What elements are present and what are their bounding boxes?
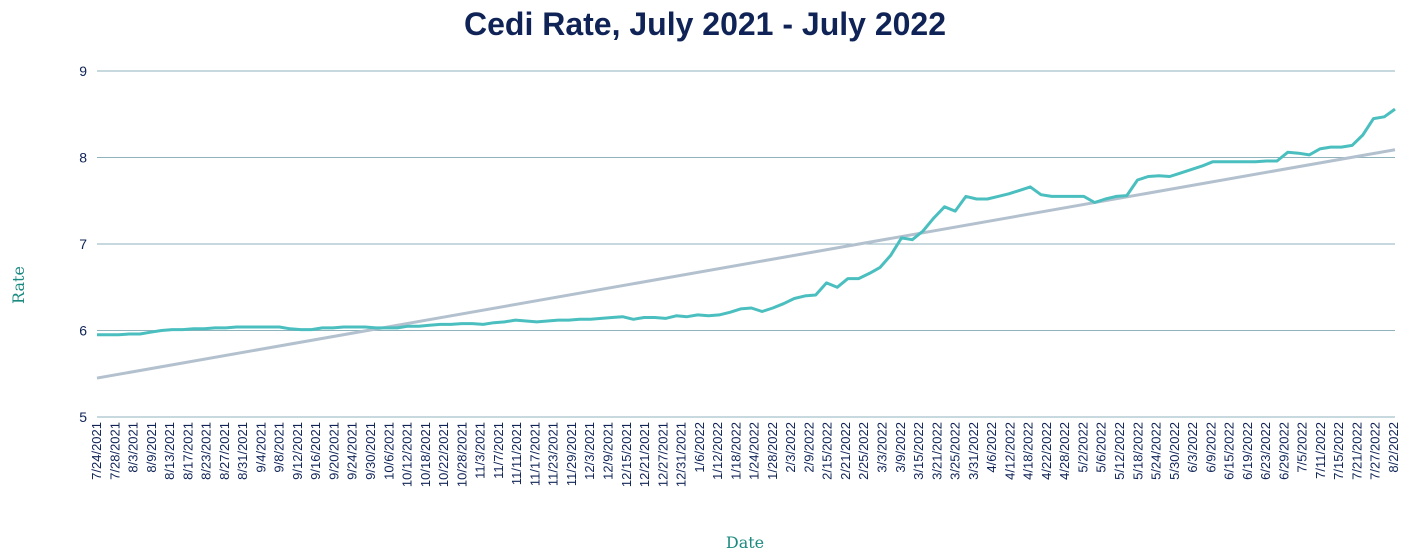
x-tick-label: 9/20/2021 xyxy=(326,422,341,480)
x-tick-label: 9/16/2021 xyxy=(308,422,323,480)
x-tick-label: 5/24/2022 xyxy=(1149,422,1164,480)
chart-title: Cedi Rate, July 2021 - July 2022 xyxy=(463,6,947,42)
y-tick-label: 8 xyxy=(79,150,87,166)
x-tick-label: 2/9/2022 xyxy=(801,422,816,473)
x-tick-label: 1/28/2022 xyxy=(765,422,780,480)
x-tick-label: 2/3/2022 xyxy=(783,422,798,473)
x-tick-label: 11/17/2021 xyxy=(527,422,542,486)
x-tick-label: 4/28/2022 xyxy=(1057,422,1072,480)
x-tick-label: 7/5/2022 xyxy=(1295,422,1310,473)
x-tick-label: 12/31/2021 xyxy=(674,422,689,487)
x-tick-label: 10/28/2021 xyxy=(454,422,469,487)
x-tick-label: 5/6/2022 xyxy=(1094,422,1109,473)
x-tick-label: 7/11/2022 xyxy=(1313,422,1328,479)
x-tick-label: 9/4/2021 xyxy=(253,422,268,473)
x-tick-label: 6/29/2022 xyxy=(1276,422,1291,480)
x-tick-label: 1/24/2022 xyxy=(747,422,762,480)
x-tick-label: 4/12/2022 xyxy=(1002,422,1017,480)
x-tick-label: 8/3/2021 xyxy=(126,422,141,473)
x-tick-label: 8/17/2021 xyxy=(180,422,195,480)
x-tick-label: 3/15/2022 xyxy=(911,422,926,480)
x-tick-label: 3/21/2022 xyxy=(929,422,944,480)
x-tick-label: 1/6/2022 xyxy=(692,422,707,473)
x-tick-label: 9/30/2021 xyxy=(363,422,378,480)
y-tick-labels: 5 6 7 8 9 xyxy=(79,63,87,425)
gridlines xyxy=(97,70,1395,418)
x-tick-label: 5/30/2022 xyxy=(1167,422,1182,480)
y-tick-label: 5 xyxy=(79,409,87,425)
y-tick-label: 6 xyxy=(79,323,87,339)
x-tick-label: 1/12/2022 xyxy=(710,422,725,480)
x-tick-label: 3/31/2022 xyxy=(966,422,981,480)
x-tick-label: 9/24/2021 xyxy=(345,422,360,480)
y-tick-label: 7 xyxy=(79,236,87,252)
x-tick-label: 3/9/2022 xyxy=(893,422,908,473)
x-tick-label: 10/22/2021 xyxy=(436,422,451,487)
x-tick-label: 3/3/2022 xyxy=(875,422,890,473)
x-tick-label: 12/9/2021 xyxy=(600,422,615,480)
x-tick-label: 8/27/2021 xyxy=(217,422,232,480)
x-tick-label: 7/15/2022 xyxy=(1331,422,1346,480)
x-tick-label: 12/27/2021 xyxy=(655,422,670,487)
x-tick-label: 7/28/2021 xyxy=(107,422,122,480)
x-tick-label: 4/6/2022 xyxy=(984,422,999,473)
x-tick-label: 10/12/2021 xyxy=(400,422,415,487)
x-tick-label: 12/3/2021 xyxy=(582,422,597,480)
x-tick-label: 1/18/2022 xyxy=(728,422,743,480)
x-tick-labels: 7/24/2021 7/28/2021 8/3/2021 8/9/2021 8/13/2… xyxy=(89,422,1401,487)
x-tick-label: 5/2/2022 xyxy=(1075,422,1090,473)
x-tick-label: 8/31/2021 xyxy=(235,422,250,480)
x-tick-label: 8/13/2021 xyxy=(162,422,177,480)
x-tick-label: 11/3/2021 xyxy=(473,422,488,479)
x-tick-label: 11/7/2021 xyxy=(491,422,506,479)
x-tick-label: 12/21/2021 xyxy=(637,422,652,487)
x-axis-label: Date xyxy=(725,533,765,552)
y-tick-label: 9 xyxy=(79,63,87,79)
x-tick-label: 8/9/2021 xyxy=(144,422,159,473)
x-tick-label: 4/18/2022 xyxy=(1021,422,1036,480)
x-tick-label: 6/3/2022 xyxy=(1185,422,1200,473)
x-tick-label: 6/23/2022 xyxy=(1258,422,1273,480)
x-tick-label: 10/18/2021 xyxy=(418,422,433,487)
x-tick-label: 9/12/2021 xyxy=(290,422,305,480)
x-tick-label: 2/21/2022 xyxy=(838,422,853,480)
x-tick-label: 5/12/2022 xyxy=(1112,422,1127,480)
x-tick-label: 9/8/2021 xyxy=(272,422,287,473)
x-tick-label: 7/27/2022 xyxy=(1368,422,1383,480)
x-tick-label: 2/25/2022 xyxy=(856,422,871,480)
series-layer xyxy=(97,107,1396,337)
x-tick-label: 10/6/2021 xyxy=(381,422,396,480)
x-tick-label: 12/15/2021 xyxy=(619,422,634,487)
series-line-0 xyxy=(97,107,1396,337)
x-tick-label: 11/29/2021 xyxy=(564,422,579,486)
x-tick-label: 7/21/2022 xyxy=(1349,422,1364,480)
x-tick-label: 11/23/2021 xyxy=(546,422,561,486)
x-tick-label: 5/18/2022 xyxy=(1130,422,1145,480)
x-tick-label: 8/23/2021 xyxy=(199,422,214,480)
x-tick-label: 6/15/2022 xyxy=(1222,422,1237,480)
x-tick-label: 3/25/2022 xyxy=(948,422,963,480)
x-tick-label: 7/24/2021 xyxy=(89,422,104,480)
x-tick-label: 8/2/2022 xyxy=(1386,422,1401,473)
x-tick-label: 4/22/2022 xyxy=(1039,422,1054,480)
x-tick-label: 2/15/2022 xyxy=(820,422,835,480)
x-tick-label: 6/9/2022 xyxy=(1203,422,1218,473)
x-tick-label: 6/19/2022 xyxy=(1240,422,1255,480)
trendline-layer xyxy=(96,148,1396,380)
trendline xyxy=(96,148,1396,380)
x-tick-label: 11/11/2021 xyxy=(509,422,524,485)
